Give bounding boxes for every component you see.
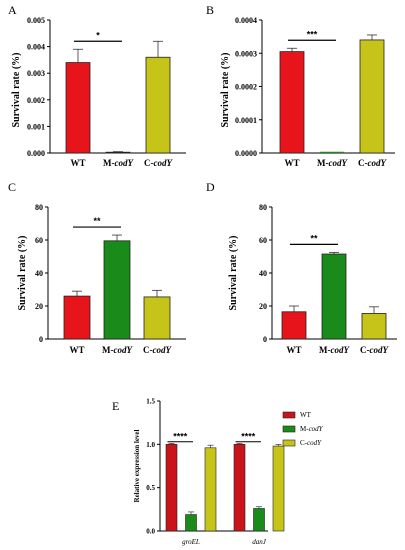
y-tick-label: 40 bbox=[35, 269, 43, 278]
y-tick-label: 40 bbox=[259, 269, 267, 278]
panel-c: C 0 20 40 60 80 Survival rate (%) WT M-codY C-cod… bbox=[8, 180, 186, 355]
y-axis-label: Survival rate (%) bbox=[220, 53, 231, 128]
bar bbox=[254, 508, 265, 531]
y-tick-label: 0.004 bbox=[27, 43, 45, 52]
legend-label: M-codY bbox=[300, 425, 324, 433]
y-tick-label: 80 bbox=[259, 203, 267, 212]
bar bbox=[166, 444, 177, 531]
significance-label: ** bbox=[310, 233, 318, 243]
x-tick-label: M-codY bbox=[319, 345, 350, 355]
y-tick-label: 0.0 bbox=[146, 528, 155, 536]
bar bbox=[322, 254, 346, 339]
panel-e: E 0.0 0.5 1.0 1.5 Relative expression level gr… bbox=[112, 398, 324, 547]
y-tick-label: 0.001 bbox=[27, 122, 45, 131]
bar bbox=[64, 296, 90, 339]
y-tick-label: 0.0000 bbox=[235, 149, 257, 158]
bar bbox=[360, 40, 384, 153]
x-tick-label: WT bbox=[69, 345, 84, 355]
y-tick-label: 0.000 bbox=[27, 149, 45, 158]
bar bbox=[234, 444, 245, 531]
y-tick-label: 0.003 bbox=[27, 69, 45, 78]
y-tick-label: 0.0003 bbox=[235, 49, 257, 58]
bar bbox=[280, 52, 304, 153]
x-tick-label: M-codY bbox=[103, 158, 134, 168]
y-tick-label: 60 bbox=[259, 236, 267, 245]
y-tick-label: 0.0004 bbox=[235, 16, 257, 25]
bar bbox=[104, 241, 130, 339]
x-tick-label: groEL bbox=[182, 538, 200, 546]
y-tick-label: 0.002 bbox=[27, 96, 45, 105]
significance-label: *** bbox=[307, 29, 318, 39]
bar bbox=[106, 152, 130, 153]
y-tick-label: 0 bbox=[263, 335, 267, 344]
y-tick-label: 60 bbox=[35, 236, 43, 245]
y-tick-label: 0.005 bbox=[27, 16, 45, 25]
panel-letter: C bbox=[8, 180, 16, 194]
legend-label: WT bbox=[300, 411, 312, 419]
y-tick-label: 0.5 bbox=[146, 484, 155, 492]
significance-label: **** bbox=[173, 432, 188, 442]
x-tick-label: WT bbox=[286, 345, 301, 355]
bar bbox=[205, 448, 216, 531]
bar bbox=[66, 63, 90, 153]
y-tick-label: 80 bbox=[35, 203, 43, 212]
bar bbox=[186, 515, 197, 531]
legend-swatch bbox=[283, 440, 295, 446]
y-tick-label: 0.0002 bbox=[235, 83, 257, 92]
significance-label: ** bbox=[93, 216, 101, 226]
x-tick-label: WT bbox=[284, 158, 299, 168]
bar bbox=[146, 57, 170, 153]
y-axis-label: Relative expression level bbox=[133, 429, 141, 502]
legend-swatch bbox=[283, 426, 295, 432]
x-tick-label: M-codY bbox=[102, 345, 133, 355]
legend-swatch bbox=[283, 412, 295, 418]
panel-letter: D bbox=[206, 180, 215, 194]
x-tick-label: C-codY bbox=[358, 158, 387, 168]
y-tick-label: 1.5 bbox=[146, 398, 155, 406]
legend-label: C-codY bbox=[300, 439, 322, 447]
panel-a: A 0.000 0.001 0.002 0.003 0.004 0.005 Survival … bbox=[8, 3, 186, 168]
x-tick-label: danJ bbox=[252, 538, 267, 546]
x-tick-label: WT bbox=[70, 158, 85, 168]
significance-label: * bbox=[96, 30, 100, 40]
bar bbox=[144, 297, 170, 339]
panel-b: B 0.0000 0.0001 0.0002 0.0003 0.0004 Survival … bbox=[206, 3, 395, 168]
y-tick-label: 20 bbox=[259, 302, 267, 311]
x-tick-label: C-codY bbox=[360, 345, 389, 355]
x-tick-label: M-codY bbox=[317, 158, 348, 168]
panel-letter: E bbox=[112, 399, 119, 413]
y-tick-label: 20 bbox=[35, 302, 43, 311]
y-tick-label: 0 bbox=[39, 335, 43, 344]
y-axis-label: Survival rate (%) bbox=[228, 236, 239, 311]
bar bbox=[273, 446, 284, 531]
y-axis-label: Survival rate (%) bbox=[11, 53, 22, 128]
y-tick-label: 1.0 bbox=[146, 441, 155, 449]
x-tick-label: C-codY bbox=[144, 158, 173, 168]
bar bbox=[362, 313, 386, 339]
panel-letter: A bbox=[8, 3, 17, 17]
x-tick-label: C-codY bbox=[143, 345, 172, 355]
significance-label: **** bbox=[241, 432, 256, 442]
panel-letter: B bbox=[206, 3, 214, 17]
panel-d: D 0 20 40 60 80 Survival rate (%) WT M-codY C-cod… bbox=[206, 180, 397, 355]
bar bbox=[282, 312, 306, 339]
y-axis-label: Survival rate (%) bbox=[17, 236, 28, 311]
y-tick-label: 0.0001 bbox=[235, 116, 257, 125]
